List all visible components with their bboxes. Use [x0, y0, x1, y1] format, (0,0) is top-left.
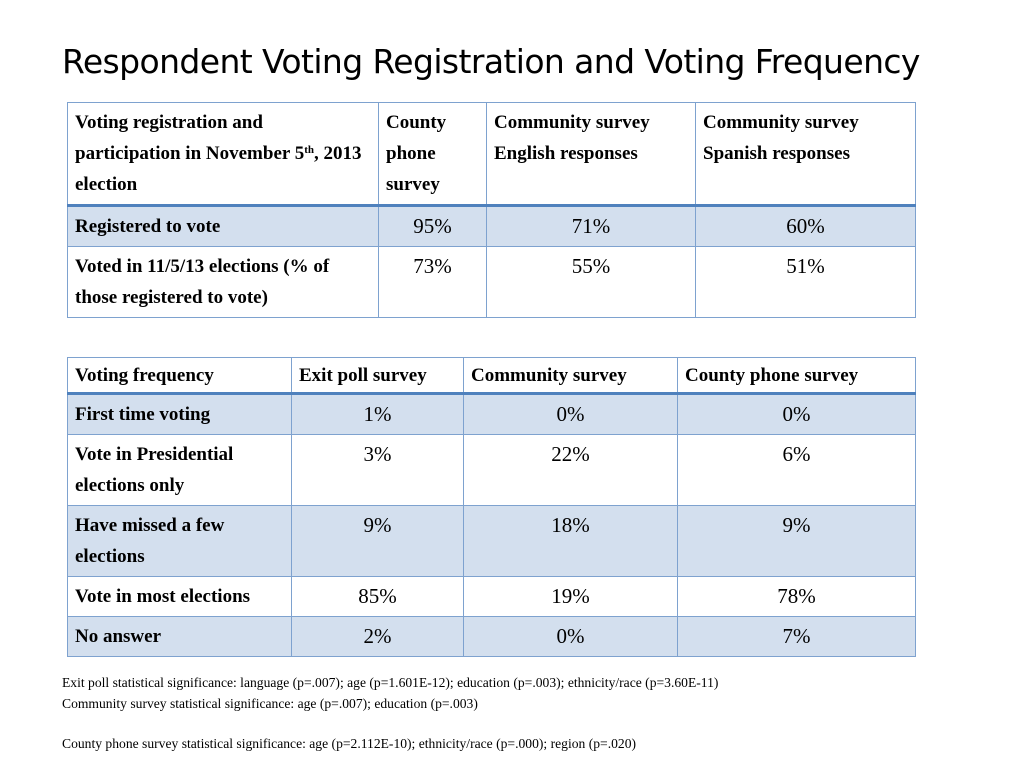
cell-exit-poll: 85%: [291, 576, 464, 617]
table-row: Have missed a few elections 9% 18% 9%: [67, 505, 916, 577]
cell-community-spanish: 51%: [695, 246, 916, 318]
cell-community: 0%: [463, 393, 678, 435]
cell-county-phone: 6%: [677, 434, 916, 506]
header-registration-text: Voting registration and participation in…: [75, 112, 305, 164]
header-community-spanish: Community survey Spanish responses: [695, 102, 916, 207]
table-row: Registered to vote 95% 71% 60%: [67, 205, 916, 247]
cell-community: 18%: [463, 505, 678, 577]
row-label: Have missed a few elections: [67, 505, 292, 577]
exit-poll-significance-note: Exit poll statistical significance: lang…: [62, 675, 719, 690]
table-row: Voted in 11/5/13 elections (% of those r…: [67, 246, 916, 318]
cell-county-phone: 73%: [378, 246, 487, 318]
cell-county-phone: 7%: [677, 616, 916, 657]
header-voting-frequency: Voting frequency: [67, 357, 292, 395]
header-county-phone-survey: County phone survey: [677, 357, 916, 395]
row-label: Vote in most elections: [67, 576, 292, 617]
cell-community: 19%: [463, 576, 678, 617]
header-election-text: , 2013 election: [75, 143, 362, 195]
cell-community-english: 71%: [486, 205, 696, 247]
header-registration-participation: Voting registration and participation in…: [67, 102, 379, 207]
row-label: Vote in Presidential elections only: [67, 434, 292, 506]
header-county-phone-survey: County phone survey: [378, 102, 487, 207]
table-row: Vote in most elections 85% 19% 78%: [67, 576, 916, 617]
ordinal-suffix: th: [304, 144, 315, 156]
cell-county-phone: 9%: [677, 505, 916, 577]
table-header-row: Voting frequency Exit poll survey Commun…: [67, 357, 916, 395]
note-spacer: [62, 714, 718, 734]
table-header-row: Voting registration and participation in…: [67, 102, 916, 207]
header-community-survey: Community survey: [463, 357, 678, 395]
cell-exit-poll: 3%: [291, 434, 464, 506]
cell-county-phone: 78%: [677, 576, 916, 617]
voting-frequency-table: Voting frequency Exit poll survey Commun…: [67, 357, 916, 657]
table-row: Vote in Presidential elections only 3% 2…: [67, 434, 916, 506]
cell-exit-poll: 9%: [291, 505, 464, 577]
header-exit-poll-survey: Exit poll survey: [291, 357, 464, 395]
community-significance-note: Community survey statistical significanc…: [62, 695, 478, 711]
cell-county-phone: 95%: [378, 205, 487, 247]
cell-community: 22%: [463, 434, 678, 506]
cell-exit-poll: 2%: [291, 616, 464, 657]
table-row: No answer 2% 0% 7%: [67, 616, 916, 657]
cell-exit-poll: 1%: [291, 393, 464, 435]
row-label: No answer: [67, 616, 292, 657]
cell-community-spanish: 60%: [695, 205, 916, 247]
cell-county-phone: 0%: [677, 393, 916, 435]
row-label: Registered to vote: [67, 205, 379, 247]
cell-community: 0%: [463, 616, 678, 657]
header-community-english: Community survey English responses: [486, 102, 696, 207]
table-row: First time voting 1% 0% 0%: [67, 393, 916, 435]
cell-community-english: 55%: [486, 246, 696, 318]
row-label: First time voting: [67, 393, 292, 435]
registration-table: Voting registration and participation in…: [67, 102, 916, 318]
county-phone-significance-note: County phone survey statistical signific…: [62, 736, 637, 751]
row-label: Voted in 11/5/13 elections (% of those r…: [67, 246, 379, 318]
significance-notes: Exit poll statistical significance: lang…: [62, 673, 718, 755]
slide-title: Respondent Voting Registration and Votin…: [62, 42, 920, 81]
